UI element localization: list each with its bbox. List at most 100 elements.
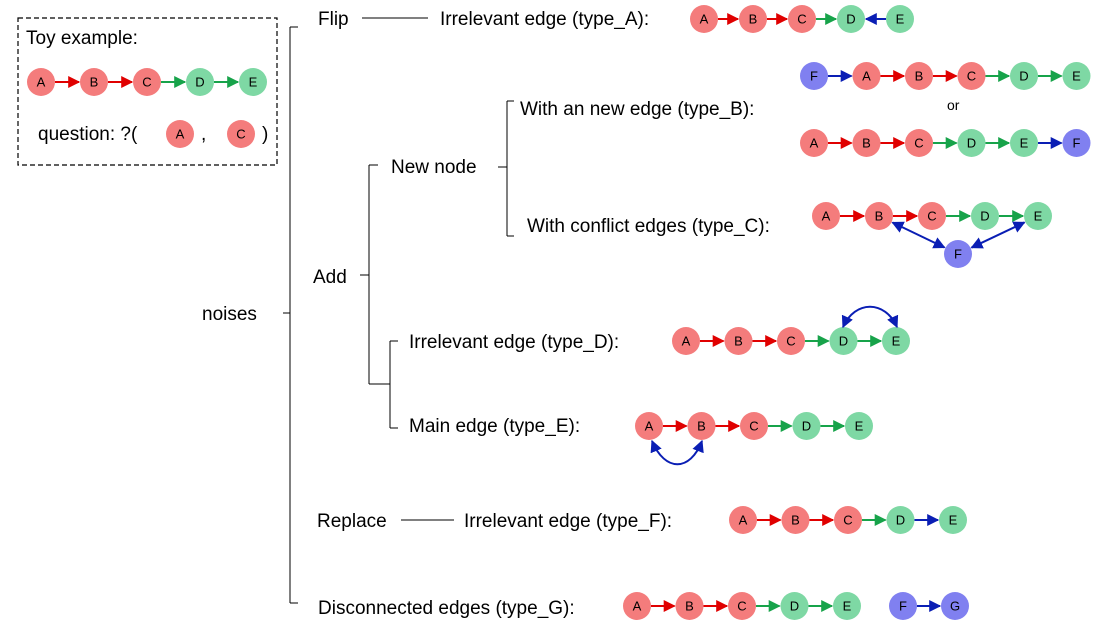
type_d-node-e: E bbox=[882, 327, 910, 355]
svg-text:A: A bbox=[633, 599, 642, 614]
svg-text:E: E bbox=[1072, 69, 1081, 84]
toy-example-title: Toy example: bbox=[26, 28, 138, 49]
type_f-node-d: D bbox=[886, 506, 915, 534]
toy-question-node-a: A bbox=[166, 120, 194, 148]
svg-text:D: D bbox=[846, 12, 855, 27]
svg-text:C: C bbox=[786, 334, 795, 349]
type_g-node-b: B bbox=[675, 592, 704, 620]
svg-text:A: A bbox=[700, 12, 709, 27]
toy-chain: A B C D E bbox=[27, 68, 267, 96]
or-label: or bbox=[947, 97, 960, 113]
type-f-label: Irrelevant edge (type_F): bbox=[464, 511, 672, 532]
svg-text:B: B bbox=[749, 12, 758, 27]
type_g-node-d: D bbox=[780, 592, 809, 620]
type_a-node-c: C bbox=[788, 5, 816, 33]
type-d-label: Irrelevant edge (type_D): bbox=[409, 332, 619, 353]
type_b1-node-e: E bbox=[1062, 62, 1091, 90]
svg-text:B: B bbox=[875, 209, 884, 224]
svg-text:C: C bbox=[967, 69, 976, 84]
svg-text:E: E bbox=[843, 599, 852, 614]
svg-text:A: A bbox=[37, 75, 46, 90]
type_d-arc-edge bbox=[841, 305, 899, 329]
svg-text:F: F bbox=[954, 247, 962, 262]
root-bracket bbox=[283, 26, 298, 604]
type_d-chain: A B C D E bbox=[672, 305, 910, 355]
type_a-node-d: D bbox=[837, 5, 865, 33]
svg-text:D: D bbox=[1019, 69, 1028, 84]
example-chains: A B C D E F A B C D E A B C D E F A C D F B E A B C D E A B C D E A B C D E A B… bbox=[623, 5, 1091, 620]
svg-text:A: A bbox=[176, 127, 185, 142]
type_b2-node-c: C bbox=[905, 129, 933, 157]
svg-text:A: A bbox=[822, 209, 831, 224]
type_a-chain: A B C D E bbox=[690, 5, 914, 33]
toy-node-a: A bbox=[27, 68, 55, 96]
type_d-node-c: C bbox=[777, 327, 805, 355]
type-a-label: Irrelevant edge (type_A): bbox=[440, 9, 649, 30]
svg-text:B: B bbox=[734, 334, 743, 349]
toy-question-suffix: ) bbox=[262, 124, 268, 145]
svg-text:A: A bbox=[810, 136, 819, 151]
svg-text:D: D bbox=[802, 419, 811, 434]
type_g-node-e: E bbox=[833, 592, 861, 620]
svg-text:B: B bbox=[697, 419, 706, 434]
svg-text:E: E bbox=[949, 513, 958, 528]
type_f-node-c: C bbox=[834, 506, 862, 534]
type_e-node-c: C bbox=[740, 412, 768, 440]
type_g-node-a: A bbox=[623, 592, 651, 620]
svg-text:B: B bbox=[862, 136, 871, 151]
svg-text:C: C bbox=[797, 12, 806, 27]
toy-question-node-c: C bbox=[227, 120, 255, 148]
type_b2-node-d: D bbox=[957, 129, 986, 157]
root-noises-label: noises bbox=[202, 304, 257, 325]
svg-text:C: C bbox=[737, 599, 746, 614]
svg-text:C: C bbox=[236, 127, 245, 142]
svg-text:A: A bbox=[862, 69, 871, 84]
svg-text:D: D bbox=[839, 334, 848, 349]
type_f-node-b: B bbox=[781, 506, 810, 534]
svg-text:E: E bbox=[249, 75, 258, 90]
type_e-chain: A B C D E bbox=[635, 412, 873, 466]
svg-text:C: C bbox=[843, 513, 852, 528]
toy-question-prefix: question: ?( bbox=[38, 124, 138, 145]
type_c-node-a: A bbox=[812, 202, 840, 230]
type_g-node-g: G bbox=[941, 592, 969, 620]
type-g-label: Disconnected edges (type_G): bbox=[318, 598, 575, 619]
new-node-label: New node bbox=[391, 157, 477, 178]
type_f-node-a: A bbox=[729, 506, 757, 534]
type_b2-node-b: B bbox=[852, 129, 881, 157]
type_e-node-a: A bbox=[635, 412, 663, 440]
svg-text:E: E bbox=[855, 419, 864, 434]
svg-text:A: A bbox=[645, 419, 654, 434]
type_b2-chain: A B C D E F bbox=[800, 129, 1091, 157]
svg-text:C: C bbox=[142, 75, 151, 90]
svg-text:C: C bbox=[927, 209, 936, 224]
type_e-arc-edge bbox=[650, 439, 704, 466]
replace-label: Replace bbox=[317, 511, 387, 532]
svg-text:D: D bbox=[790, 599, 799, 614]
add-bracket bbox=[360, 164, 378, 385]
toy-node-c: C bbox=[133, 68, 161, 96]
new-node-bracket bbox=[498, 100, 514, 237]
svg-text:E: E bbox=[892, 334, 901, 349]
type_c-chain: A C D F B E bbox=[812, 202, 1052, 268]
svg-text:B: B bbox=[791, 513, 800, 528]
taxonomy-tree-lines bbox=[283, 17, 514, 604]
type_g-node-f: F bbox=[889, 592, 917, 620]
type_c-node-f: F bbox=[944, 240, 972, 268]
type_d-node-d: D bbox=[829, 327, 858, 355]
svg-text:A: A bbox=[739, 513, 748, 528]
toy-node-d: D bbox=[186, 68, 214, 96]
type_b1-node-d: D bbox=[1010, 62, 1038, 90]
type_c-node-c: C bbox=[918, 202, 946, 230]
type_a-node-e: E bbox=[886, 5, 914, 33]
type-b-label: With an new edge (type_B): bbox=[520, 99, 754, 120]
svg-text:D: D bbox=[980, 209, 989, 224]
toy-chain: A B C D E bbox=[27, 68, 267, 96]
svg-text:E: E bbox=[1020, 136, 1029, 151]
svg-text:G: G bbox=[950, 599, 960, 614]
type_g-chain: A B C D E F G bbox=[623, 592, 969, 620]
svg-text:B: B bbox=[90, 75, 99, 90]
